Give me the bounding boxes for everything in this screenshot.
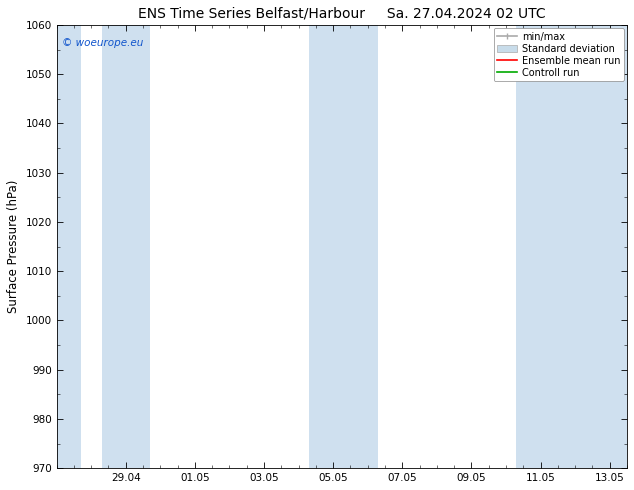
- Bar: [309, 25, 378, 468]
- Text: © woeurope.eu: © woeurope.eu: [62, 38, 144, 48]
- Bar: [517, 25, 627, 468]
- Y-axis label: Surface Pressure (hPa): Surface Pressure (hPa): [7, 180, 20, 313]
- Bar: [101, 25, 150, 468]
- Title: ENS Time Series Belfast/Harbour     Sa. 27.04.2024 02 UTC: ENS Time Series Belfast/Harbour Sa. 27.0…: [138, 7, 546, 21]
- Bar: [56, 25, 81, 468]
- Legend: min/max, Standard deviation, Ensemble mean run, Controll run: min/max, Standard deviation, Ensemble me…: [493, 28, 624, 81]
